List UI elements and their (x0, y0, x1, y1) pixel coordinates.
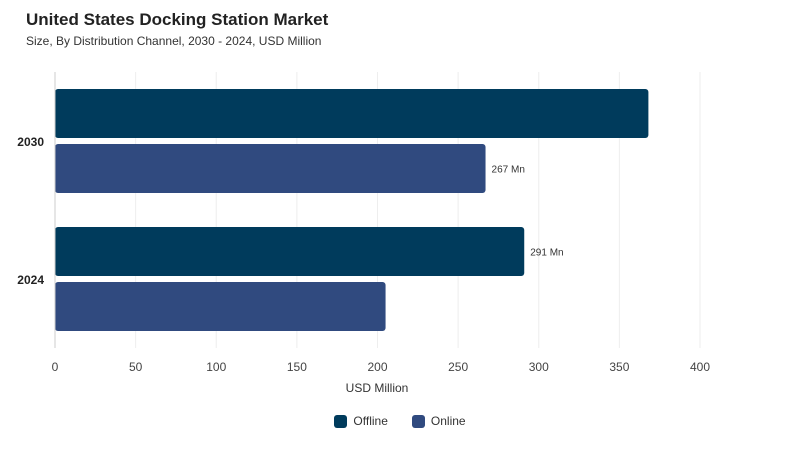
chart-title: United States Docking Station Market (26, 10, 329, 29)
x-tick-label: 200 (367, 360, 387, 374)
x-tick-label: 400 (690, 360, 710, 374)
x-tick-label: 350 (609, 360, 629, 374)
legend-swatch-online (411, 414, 425, 428)
x-tick-label: 300 (529, 360, 549, 374)
legend-label-online: Online (430, 414, 466, 428)
x-tick-label: 50 (129, 360, 143, 374)
x-tick-label: 250 (448, 360, 468, 374)
bar-online-2024 (55, 282, 386, 331)
y-category-label: 2030 (17, 135, 44, 149)
legend-item-offline[interactable]: Offline (334, 414, 388, 428)
legend-swatch-offline (334, 414, 348, 428)
legend: Offline Online (0, 414, 800, 428)
data-labels: 267 Mn 291 Mn (492, 165, 564, 259)
data-label: 267 Mn (492, 165, 525, 176)
y-category-label: 2024 (17, 273, 44, 287)
axes: 0 50 100 150 200 250 300 350 400 2030 2024 (17, 72, 710, 374)
chart-subtitle: Size, By Distribution Channel, 2030 - 20… (26, 34, 322, 48)
legend-item-online[interactable]: Online (411, 414, 466, 428)
legend-label-offline: Offline (353, 414, 388, 428)
data-label: 291 Mn (530, 248, 563, 259)
bars (55, 89, 649, 331)
x-tick-label: 0 (52, 360, 59, 374)
bar-chart: 267 Mn 291 Mn 0 50 100 150 200 250 300 350 400 203… (17, 72, 710, 395)
x-tick-label: 100 (206, 360, 226, 374)
bar-offline-2024 (55, 227, 525, 276)
x-tick-label: 150 (287, 360, 307, 374)
x-axis-title: USD Million (346, 381, 409, 395)
bar-offline-2030 (55, 89, 649, 138)
bar-online-2030 (55, 144, 486, 193)
